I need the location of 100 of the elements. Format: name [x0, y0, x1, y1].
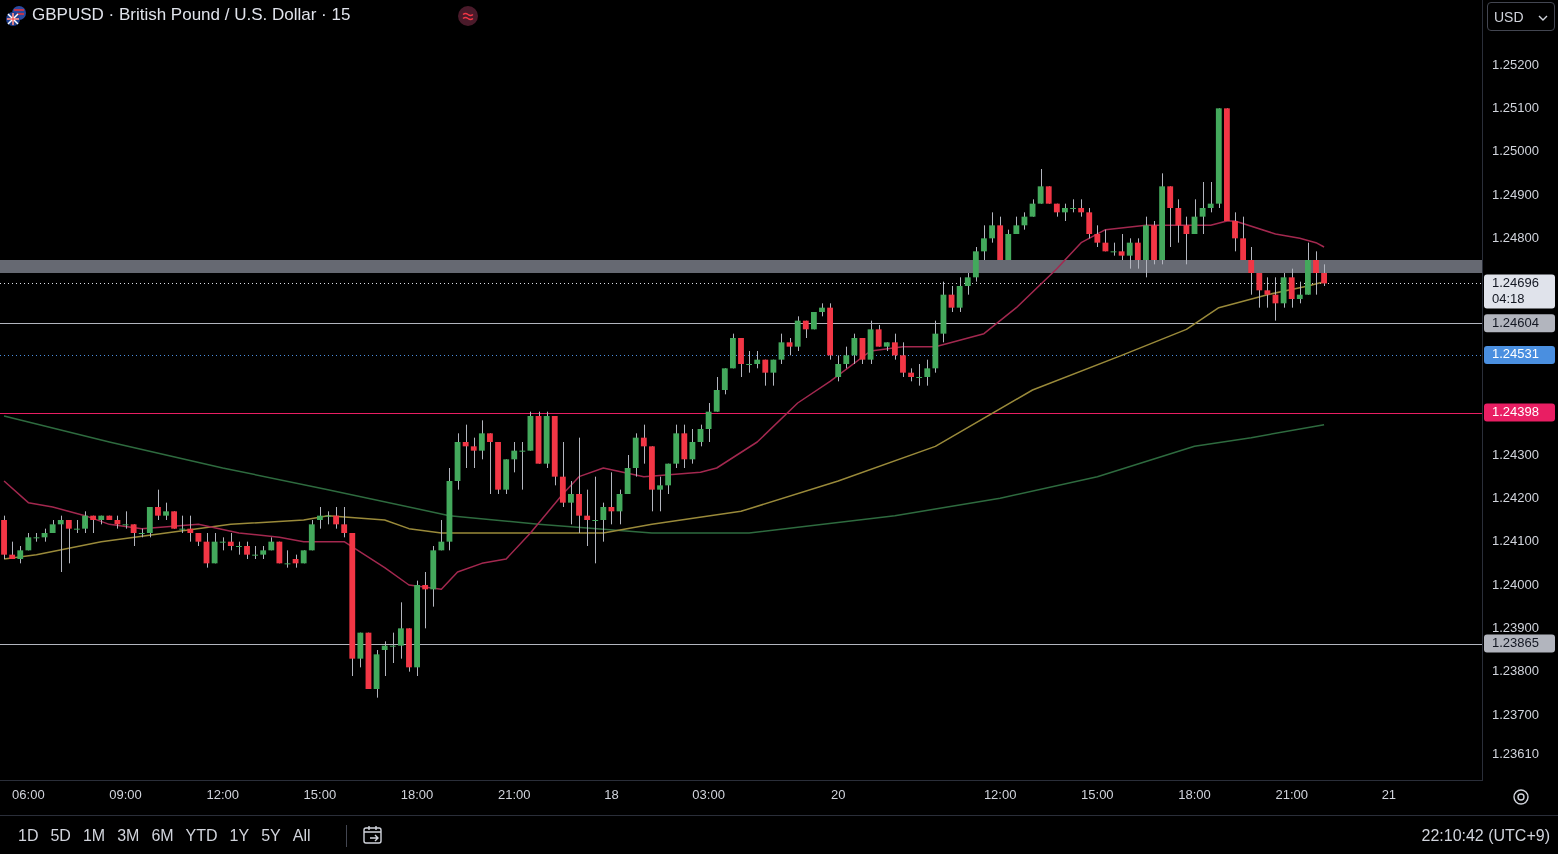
candlestick: [1118, 233, 1125, 261]
candlestick: [341, 506, 348, 538]
candlestick: [1086, 207, 1093, 239]
candlestick: [1313, 250, 1319, 296]
candlestick: [438, 519, 445, 551]
candlestick: [964, 272, 971, 296]
candlestick: [1094, 224, 1101, 248]
candlestick: [235, 541, 242, 556]
candlestick: [1296, 281, 1303, 304]
x-tick-label: 09:00: [109, 787, 142, 803]
x-tick-label: 21:00: [497, 787, 531, 803]
x-tick-label: 21:00: [1275, 787, 1308, 803]
y-tick-label: 1.24800: [1492, 229, 1539, 245]
candlestick: [851, 333, 858, 365]
candlestick: [721, 367, 728, 395]
candlestick: [835, 354, 842, 382]
candlestick: [1134, 237, 1141, 270]
candlestick: [1199, 181, 1206, 235]
candlestick: [576, 437, 582, 534]
candlestick: [211, 532, 218, 564]
candlestick: [584, 489, 591, 547]
candlestick: [600, 502, 607, 543]
candlestick: [1037, 168, 1044, 205]
x-tick-label: 06:00: [12, 787, 45, 803]
candlestick: [1183, 216, 1190, 265]
candlestick: [252, 545, 259, 560]
y-tick-label: 1.24100: [1492, 533, 1539, 549]
text: 1D: [17, 827, 40, 845]
candlestick: [82, 510, 88, 534]
candlestick: [1207, 181, 1214, 213]
candlestick: [1175, 198, 1182, 244]
x-tick-label: 15:00: [1081, 787, 1114, 803]
candlestick: [713, 376, 720, 413]
candlestick: [592, 476, 599, 564]
candlestick: [333, 506, 339, 530]
text: USD: [1494, 8, 1524, 25]
candlestick: [1126, 237, 1133, 270]
candlestick: [770, 359, 777, 387]
candlestick: [746, 350, 753, 374]
candlestick: [155, 489, 161, 521]
y-tick-label: 1.23700: [1492, 706, 1539, 722]
candlestick: [511, 441, 518, 473]
y-tick-label: 1.24000: [1492, 576, 1539, 592]
candlestick: [462, 424, 469, 469]
y-tick-label: 1.23610: [1492, 745, 1539, 761]
x-tick-label: 03:00: [692, 787, 725, 803]
text: 5Y: [260, 827, 282, 845]
candlestick: [981, 224, 987, 261]
candlestick: [568, 480, 574, 525]
candlestick: [422, 571, 429, 629]
candlestick: [916, 363, 923, 387]
candlestick: [1070, 198, 1076, 213]
y-tick-label: 1.24900: [1492, 186, 1539, 202]
candlestick: [1232, 211, 1238, 252]
candlestick: [1264, 276, 1271, 309]
x-tick-label: 15:00: [303, 787, 337, 803]
candlestick: [665, 463, 672, 495]
candlestick: [130, 523, 137, 547]
candlestick: [924, 359, 931, 387]
y-tick-label: 1.23800: [1492, 663, 1539, 679]
candlestick: [1321, 263, 1327, 287]
x-tick-label: 21: [1381, 787, 1397, 803]
candlestick: [57, 515, 64, 573]
candlestick: [1240, 216, 1247, 261]
candlestick: [989, 211, 995, 244]
candlestick: [325, 510, 331, 525]
candlestick: [187, 515, 194, 543]
candlestick: [478, 419, 485, 460]
candlestick: [689, 428, 696, 465]
ref-line-label: 1.24604: [1492, 314, 1539, 330]
candlestick: [519, 441, 526, 491]
x-tick-label: 18:00: [400, 787, 434, 803]
text: 6M: [150, 827, 175, 845]
x-tick-label: 18: [604, 787, 619, 803]
candlestick: [640, 424, 647, 465]
y-tick-label: 1.25200: [1492, 56, 1539, 72]
candlestick: [316, 506, 323, 530]
y-tick-label: 1.23900: [1492, 619, 1539, 635]
candlestick: [891, 333, 898, 361]
text: 1Y: [228, 827, 251, 845]
x-tick-label: 18:00: [1178, 787, 1211, 803]
candlestick: [1288, 268, 1295, 309]
text: 1M: [81, 827, 107, 845]
x-tick-label: 12:00: [983, 787, 1017, 803]
candlestick: [470, 437, 477, 469]
candlestick: [900, 341, 906, 378]
candlestick: [487, 432, 493, 495]
candlestick: [1256, 272, 1263, 309]
candlestick: [657, 476, 663, 512]
candlestick: [1167, 185, 1174, 248]
text: All: [291, 827, 312, 845]
x-tick-label: 20: [830, 787, 846, 803]
candlestick: [219, 536, 226, 551]
candlestick: [74, 519, 80, 534]
candlestick: [65, 519, 72, 564]
candlestick: [762, 359, 769, 387]
candlestick: [179, 515, 186, 534]
x-tick-label: 12:00: [206, 787, 239, 803]
chart-title: GBPUSD · British Pound / U.S. Dollar · 15: [32, 5, 351, 25]
y-tick-label: 1.24300: [1492, 446, 1539, 462]
